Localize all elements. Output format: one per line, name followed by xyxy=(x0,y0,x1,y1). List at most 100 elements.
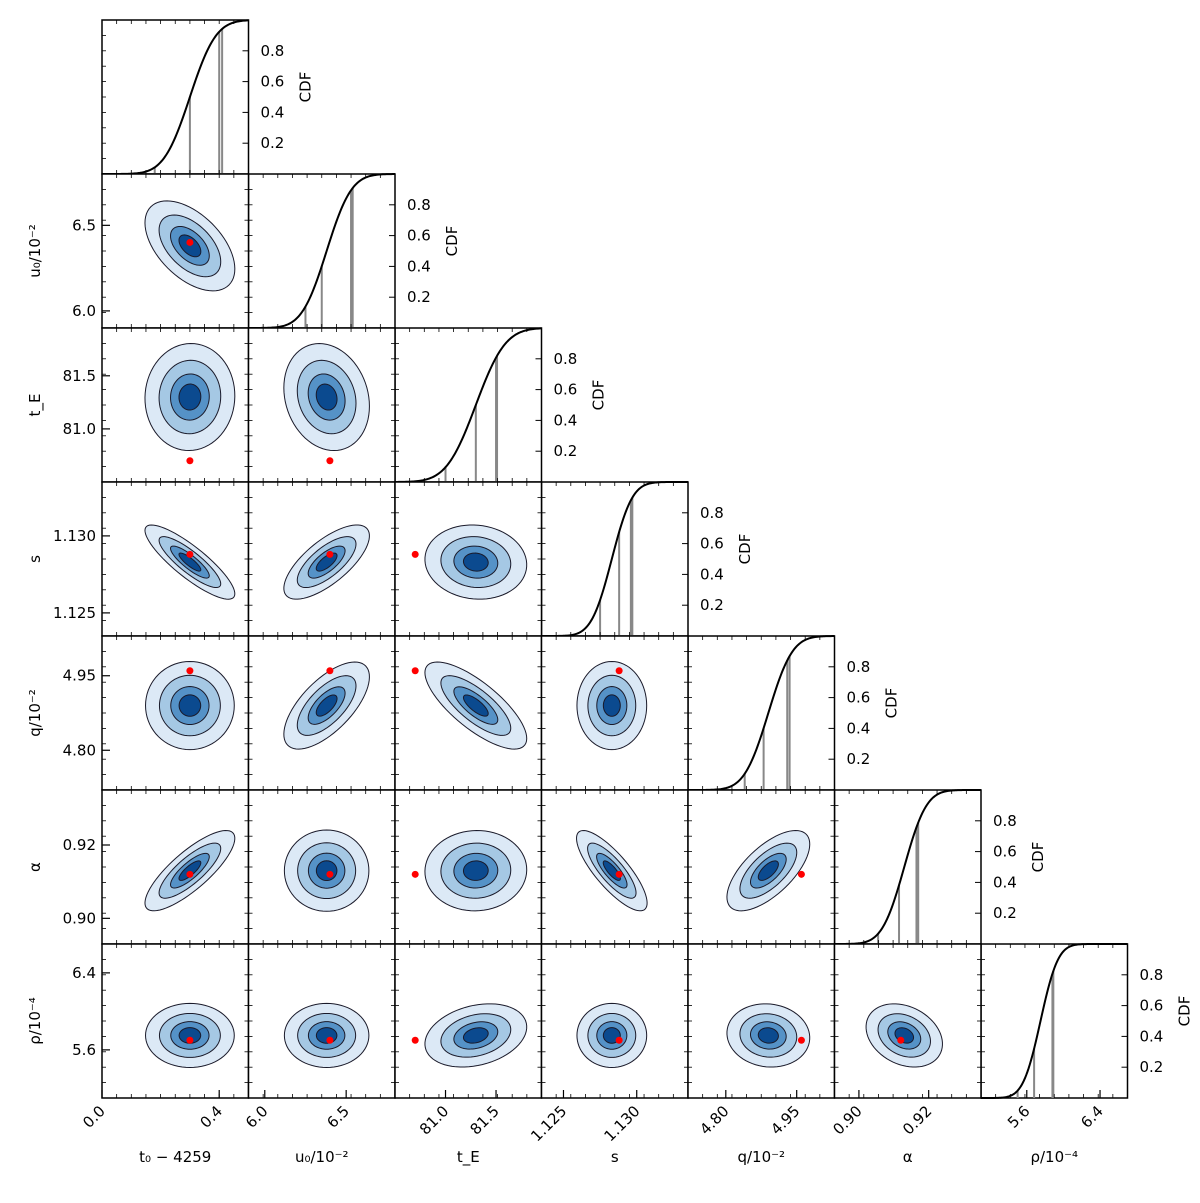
cdf-tick-label: 0.6 xyxy=(700,535,724,553)
contour-level-4 xyxy=(462,694,489,717)
contour-level-4 xyxy=(462,860,489,881)
contour-panel-alpha-vs-t0 xyxy=(101,789,250,945)
y-tick-label-u0: 6.5 xyxy=(72,216,96,234)
cdf-tick-label: 0.2 xyxy=(1140,1058,1164,1076)
cdf-tick-label: 0.2 xyxy=(847,750,871,768)
cdf-tick-label: 0.4 xyxy=(1140,1027,1164,1045)
best-fit-point xyxy=(797,870,805,878)
cdf-tick-label: 0.4 xyxy=(261,103,285,121)
cdf-tick-label: 0.4 xyxy=(554,411,578,429)
cdf-tick-label: 0.6 xyxy=(847,689,871,707)
y-tick-label-q: 4.80 xyxy=(63,741,96,759)
contour-panel-q-vs-t0 xyxy=(101,635,250,791)
cdf-tick-label: 0.8 xyxy=(993,812,1017,830)
y-axis-label-tE: t_E xyxy=(26,394,45,417)
contour-panel-rho-vs-t0 xyxy=(101,943,250,1099)
contour-panel-s-vs-u0 xyxy=(247,481,396,637)
cdf-tick-label: 0.2 xyxy=(261,134,285,152)
best-fit-point xyxy=(411,870,419,878)
x-axis-label-tE: t_E xyxy=(457,1148,480,1167)
cdf-tick-label: 0.8 xyxy=(261,42,285,60)
x-tick-label-u0: 6.0 xyxy=(242,1102,272,1132)
x-tick-label-q: 4.95 xyxy=(767,1102,803,1138)
cdf-tick-label: 0.8 xyxy=(554,350,578,368)
y-axis-label-alpha: α xyxy=(26,862,44,872)
best-fit-point xyxy=(615,870,623,878)
y-tick-label-q: 4.95 xyxy=(63,667,96,685)
cdf-axis-label: CDF xyxy=(297,72,315,103)
x-tick-label-rho: 6.4 xyxy=(1077,1102,1107,1132)
cdf-tick-label: 0.2 xyxy=(700,596,724,614)
contour-panel-rho-vs-s xyxy=(540,943,689,1099)
contour-level-4 xyxy=(315,383,338,411)
x-axis-label-q: q/10⁻² xyxy=(737,1148,785,1166)
x-tick-label-alpha: 0.92 xyxy=(899,1102,935,1138)
y-tick-label-alpha: 0.92 xyxy=(63,836,96,854)
contour-level-4 xyxy=(757,1027,779,1044)
x-tick-label-tE: 81.5 xyxy=(467,1102,503,1138)
best-fit-point xyxy=(897,1036,905,1044)
y-axis-label-s: s xyxy=(26,555,44,563)
cdf-curve xyxy=(394,327,542,483)
cdf-axis-label: CDF xyxy=(736,534,754,565)
best-fit-point xyxy=(326,550,334,558)
cdf-axis-label: CDF xyxy=(1176,996,1194,1027)
best-fit-point xyxy=(186,667,194,675)
cdf-tick-label: 0.6 xyxy=(407,227,431,245)
cdf-panel-rho xyxy=(980,943,1129,1099)
contour-level-4 xyxy=(462,1027,489,1044)
contour-level-4 xyxy=(178,694,202,717)
x-tick-label-t0: 0.0 xyxy=(79,1102,109,1132)
contour-level-4 xyxy=(178,860,202,881)
cdf-axis-label: CDF xyxy=(883,688,901,719)
x-axis-label-u0: u₀/10⁻² xyxy=(295,1148,349,1166)
contour-panel-q-vs-tE xyxy=(394,635,543,791)
y-tick-label-alpha: 0.90 xyxy=(63,909,96,927)
contour-level-4 xyxy=(178,383,202,411)
contour-panel-alpha-vs-q xyxy=(687,789,836,945)
x-tick-label-u0: 6.5 xyxy=(323,1102,353,1132)
cdf-panel-t0 xyxy=(101,19,250,175)
contour-panel-tE-vs-t0 xyxy=(101,327,250,483)
y-tick-label-rho: 6.4 xyxy=(72,964,96,982)
cdf-panel-q xyxy=(687,635,836,791)
best-fit-point xyxy=(186,238,194,246)
contour-panel-q-vs-s xyxy=(540,635,689,791)
contour-panel-rho-vs-tE xyxy=(394,943,543,1099)
y-axis-label-u0: u₀/10⁻² xyxy=(26,224,44,278)
y-tick-label-s: 1.130 xyxy=(53,527,96,545)
cdf-axis-label: CDF xyxy=(443,226,461,257)
x-tick-label-q: 4.80 xyxy=(696,1102,732,1138)
best-fit-point xyxy=(326,457,334,465)
contour-panel-q-vs-u0 xyxy=(247,635,396,791)
best-fit-point xyxy=(186,550,194,558)
y-tick-label-tE: 81.0 xyxy=(63,420,96,438)
x-axis-label-alpha: α xyxy=(903,1148,913,1166)
cdf-tick-label: 0.8 xyxy=(700,504,724,522)
x-tick-label-s: 1.125 xyxy=(527,1102,570,1145)
cdf-tick-label: 0.6 xyxy=(554,381,578,399)
cdf-tick-label: 0.8 xyxy=(407,196,431,214)
cdf-axis-label: CDF xyxy=(590,380,608,411)
best-fit-point xyxy=(411,550,419,558)
x-axis-label-rho: ρ/10⁻⁴ xyxy=(1030,1148,1078,1166)
cdf-axis-label: CDF xyxy=(1029,842,1047,873)
contour-panel-alpha-vs-u0 xyxy=(247,789,396,945)
y-tick-label-s: 1.125 xyxy=(53,604,96,622)
cdf-curve xyxy=(981,943,1128,1099)
y-tick-label-u0: 6.0 xyxy=(72,302,96,320)
y-axis-label-rho: ρ/10⁻⁴ xyxy=(26,997,44,1045)
cdf-panel-u0 xyxy=(247,173,396,329)
best-fit-point xyxy=(186,1036,194,1044)
cdf-tick-label: 0.8 xyxy=(1140,966,1164,984)
x-axis-label-s: s xyxy=(611,1148,619,1166)
contour-panel-rho-vs-q xyxy=(687,943,836,1099)
best-fit-point xyxy=(411,667,419,675)
cdf-tick-label: 0.4 xyxy=(700,565,724,583)
cdf-tick-label: 0.4 xyxy=(993,873,1017,891)
x-tick-label-alpha: 0.90 xyxy=(829,1102,865,1138)
best-fit-point xyxy=(615,667,623,675)
best-fit-point xyxy=(615,1036,623,1044)
best-fit-point xyxy=(411,1036,419,1044)
